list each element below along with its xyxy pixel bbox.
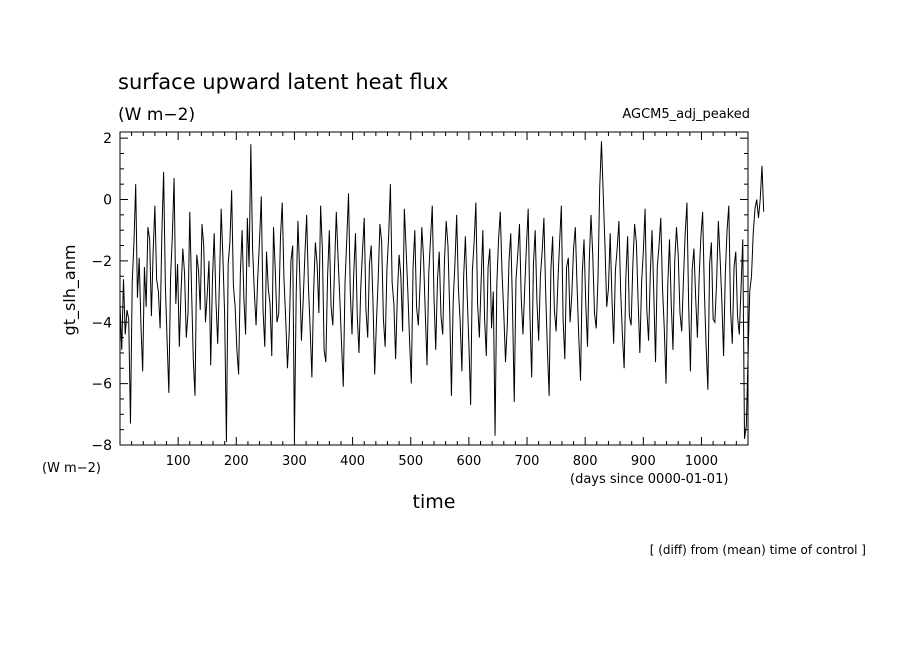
- y-tick-label: −2: [91, 254, 112, 270]
- y-axis-units: (W m−2): [42, 461, 101, 476]
- y-tick-label: 0: [103, 193, 112, 209]
- x-tick-label: 500: [398, 454, 423, 469]
- x-tick-label: 900: [631, 454, 656, 469]
- y-tick-label: −6: [91, 377, 112, 393]
- x-tick-label: 100: [166, 454, 191, 469]
- x-axis-units: (days since 0000-01-01): [570, 472, 728, 487]
- x-tick-label: 300: [282, 454, 307, 469]
- y-axis-label: gt_slh_anm: [60, 245, 80, 336]
- x-tick-label: 800: [573, 454, 598, 469]
- x-axis: 100 200 300 400 500 600 700 800 900 1000: [131, 132, 737, 469]
- plot-area: 100 200 300 400 500 600 700 800 900 1000 −8 −6 −4 −2…: [91, 131, 765, 469]
- x-tick-label: 200: [224, 454, 249, 469]
- x-tick-label: 600: [456, 454, 481, 469]
- chart-title: surface upward latent heat flux: [118, 70, 448, 94]
- y-tick-label: −4: [91, 315, 112, 331]
- run-label: AGCM5_adj_peaked: [622, 107, 750, 122]
- y-axis: −8 −6 −4 −2 0 2: [91, 131, 748, 454]
- y-tick-label: −8: [91, 438, 112, 454]
- series-line: [119, 141, 765, 442]
- x-axis-label: time: [413, 491, 456, 513]
- x-tick-label: 700: [515, 454, 540, 469]
- x-tick-label: 1000: [685, 454, 718, 469]
- y-tick-label: 2: [103, 131, 112, 147]
- footnote: [ (diff) from (mean) time of control ]: [650, 543, 866, 557]
- x-tick-label: 400: [340, 454, 365, 469]
- chart-units: (W m−2): [118, 105, 195, 125]
